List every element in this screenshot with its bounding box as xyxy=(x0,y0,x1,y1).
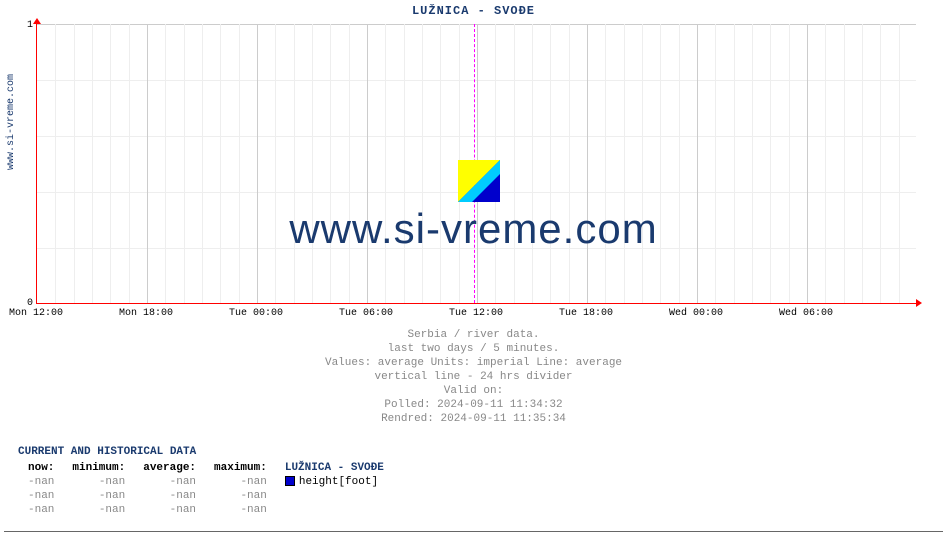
col-average: average: xyxy=(135,462,204,474)
caption-line-4: vertical line - 24 hrs divider xyxy=(0,370,947,384)
table-header-row: now: minimum: average: maximum: LUŽNICA … xyxy=(20,462,392,474)
cell: -nan xyxy=(64,490,133,502)
chart-title: LUŽNICA - SVOĐE xyxy=(0,4,947,18)
caption-line-7: Rendred: 2024-09-11 11:35:34 xyxy=(0,412,947,426)
cell: -nan xyxy=(20,476,62,488)
xtick-3: Tue 06:00 xyxy=(339,308,393,319)
xtick-5: Tue 18:00 xyxy=(559,308,613,319)
caption-line-5: Valid on: xyxy=(0,384,947,398)
xtick-2: Tue 00:00 xyxy=(229,308,283,319)
caption-line-6: Polled: 2024-09-11 11:34:32 xyxy=(0,398,947,412)
source-label: www.si-vreme.com xyxy=(6,74,17,170)
logo-icon xyxy=(458,160,500,202)
xtick-0: Mon 12:00 xyxy=(9,308,63,319)
xtick-4: Tue 12:00 xyxy=(449,308,503,319)
cell: -nan xyxy=(135,504,204,516)
legend-cell: height[foot] xyxy=(277,476,392,488)
watermark-text: www.si-vreme.com xyxy=(0,205,947,253)
ytick-1: 1 xyxy=(23,20,33,31)
xtick-7: Wed 06:00 xyxy=(779,308,833,319)
legend-swatch-icon xyxy=(285,476,295,486)
cell: -nan xyxy=(135,490,204,502)
table-row: -nan -nan -nan -nan height[foot] xyxy=(20,476,392,488)
data-table: now: minimum: average: maximum: LUŽNICA … xyxy=(18,460,394,518)
cell: -nan xyxy=(20,504,62,516)
caption-line-1: Serbia / river data. xyxy=(0,328,947,342)
caption-line-2: last two days / 5 minutes. xyxy=(0,342,947,356)
legend-label: height[foot] xyxy=(299,476,378,488)
cell: -nan xyxy=(20,490,62,502)
col-maximum: maximum: xyxy=(206,462,275,474)
col-now: now: xyxy=(20,462,62,474)
xtick-1: Mon 18:00 xyxy=(119,308,173,319)
xtick-6: Wed 00:00 xyxy=(669,308,723,319)
cell: -nan xyxy=(64,504,133,516)
table-row: -nan -nan -nan -nan xyxy=(20,504,392,516)
cell: -nan xyxy=(206,504,275,516)
cell: -nan xyxy=(135,476,204,488)
series-label: LUŽNICA - SVOĐE xyxy=(277,462,392,474)
data-table-header: CURRENT AND HISTORICAL DATA xyxy=(18,446,196,458)
col-minimum: minimum: xyxy=(64,462,133,474)
cell: -nan xyxy=(206,476,275,488)
cell: -nan xyxy=(206,490,275,502)
caption-line-3: Values: average Units: imperial Line: av… xyxy=(0,356,947,370)
table-row: -nan -nan -nan -nan xyxy=(20,490,392,502)
cell: -nan xyxy=(64,476,133,488)
footer-divider xyxy=(4,531,943,532)
